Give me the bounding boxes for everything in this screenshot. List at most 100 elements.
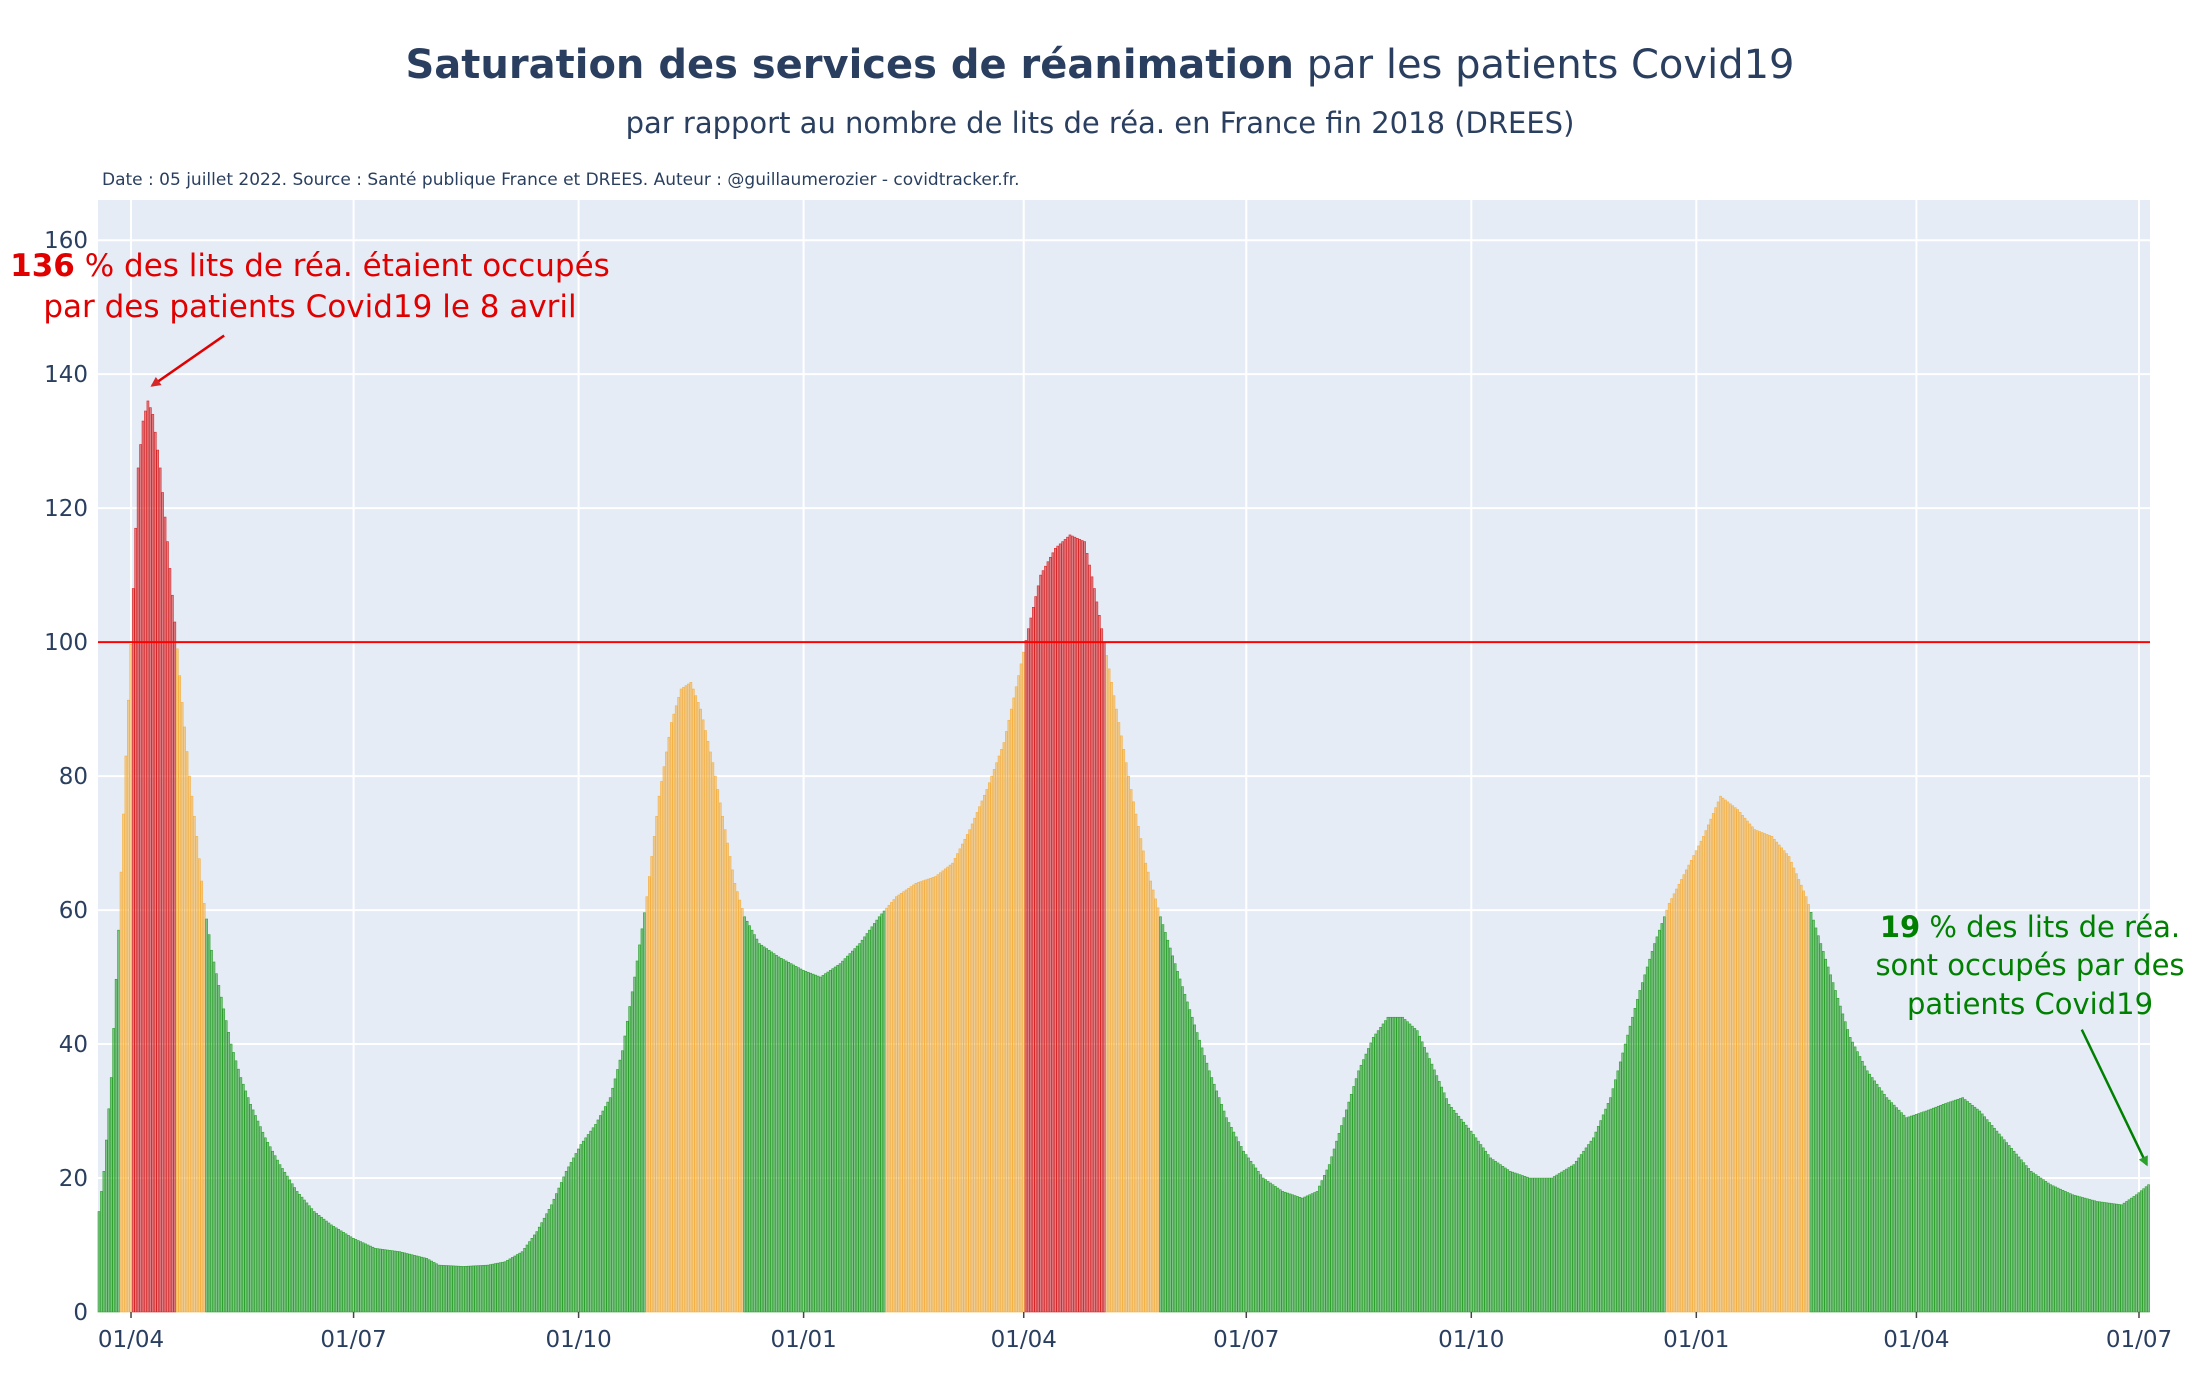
bar: [1320, 1180, 1324, 1313]
bar: [951, 862, 954, 1313]
bar: [1398, 1016, 1402, 1313]
bar: [635, 960, 639, 1313]
bar: [1445, 1098, 1448, 1313]
bar: [1027, 628, 1030, 1313]
bar: [479, 1265, 482, 1313]
bar: [139, 444, 142, 1313]
bar: [1173, 963, 1177, 1313]
y-tick-label: 60: [59, 898, 88, 924]
bar: [1403, 1019, 1407, 1313]
bar: [1357, 1070, 1360, 1313]
bar: [1763, 833, 1766, 1313]
bar: [293, 1187, 296, 1313]
bar: [1022, 651, 1025, 1313]
bar: [1080, 540, 1084, 1313]
bar: [1697, 845, 1700, 1313]
bar: [836, 965, 839, 1313]
bar: [334, 1227, 338, 1313]
bar: [2034, 1174, 2038, 1313]
annotation-arrows: [150, 334, 2148, 1167]
bar: [1609, 1097, 1612, 1313]
bar: [1557, 1173, 1561, 1313]
bar: [1971, 1104, 1974, 1313]
chart-subtitle: par rapport au nombre de lits de réa. en…: [625, 106, 1575, 140]
bar: [202, 903, 206, 1313]
bar: [2024, 1165, 2028, 1313]
bar: [1826, 966, 1830, 1313]
bar: [1765, 834, 1769, 1313]
bar: [1435, 1075, 1439, 1313]
bar: [1743, 817, 1747, 1313]
bar: [848, 953, 852, 1313]
bar: [992, 769, 996, 1313]
bar: [537, 1226, 541, 1313]
bar: [1296, 1196, 1299, 1313]
bar: [393, 1250, 397, 1313]
bar: [1139, 838, 1143, 1313]
bar: [929, 877, 932, 1313]
bar: [941, 870, 945, 1313]
bar: [853, 948, 857, 1313]
bar: [591, 1127, 595, 1313]
bar: [246, 1097, 250, 1313]
bar: [714, 775, 717, 1313]
bar: [427, 1259, 431, 1313]
bar: [1687, 864, 1691, 1313]
bar: [440, 1264, 443, 1313]
bar: [846, 955, 849, 1313]
bar: [1606, 1103, 1610, 1313]
bar: [131, 588, 135, 1313]
bar: [1428, 1058, 1431, 1313]
bar: [1567, 1167, 1571, 1313]
bar: [1890, 1102, 1894, 1313]
bar: [1780, 847, 1783, 1313]
bar: [1914, 1114, 1918, 1313]
bar: [1237, 1141, 1241, 1313]
bar: [1100, 628, 1104, 1313]
bar: [1367, 1048, 1370, 1313]
bar: [987, 782, 991, 1313]
bar: [124, 755, 128, 1313]
bar: [1450, 1107, 1453, 1313]
bar: [978, 806, 981, 1313]
bar: [452, 1265, 455, 1313]
bar: [166, 541, 169, 1313]
bar: [1618, 1061, 1622, 1313]
bar: [892, 899, 896, 1313]
bar: [1474, 1137, 1478, 1313]
bar: [1486, 1154, 1490, 1313]
bar: [863, 936, 866, 1313]
bar: [2078, 1196, 2082, 1313]
bar: [100, 1191, 103, 1313]
bar: [273, 1155, 277, 1313]
bar: [777, 956, 781, 1313]
bar: [567, 1166, 570, 1313]
bar: [601, 1110, 605, 1313]
bar: [1694, 850, 1698, 1313]
bar: [1447, 1104, 1451, 1313]
bar: [1227, 1122, 1231, 1313]
bar: [802, 970, 805, 1313]
bar: [2103, 1202, 2106, 1313]
bar: [173, 621, 177, 1313]
bar: [1252, 1164, 1255, 1313]
bar: [281, 1168, 284, 1313]
x-tick-label: 01/04: [98, 1327, 164, 1353]
bar: [789, 963, 793, 1313]
bar: [259, 1126, 262, 1313]
bar: [474, 1265, 477, 1313]
bar: [178, 675, 182, 1313]
bar: [254, 1115, 257, 1313]
bar: [1638, 990, 1642, 1313]
bar: [1560, 1171, 1563, 1313]
bar: [1146, 871, 1150, 1313]
bar: [2027, 1168, 2031, 1313]
bar: [1112, 695, 1116, 1313]
bar: [1308, 1194, 1311, 1313]
bar: [1056, 545, 1060, 1313]
bar: [1645, 966, 1649, 1313]
y-tick-label: 160: [44, 228, 88, 254]
bar: [1885, 1097, 1889, 1313]
bar: [1848, 1037, 1852, 1313]
